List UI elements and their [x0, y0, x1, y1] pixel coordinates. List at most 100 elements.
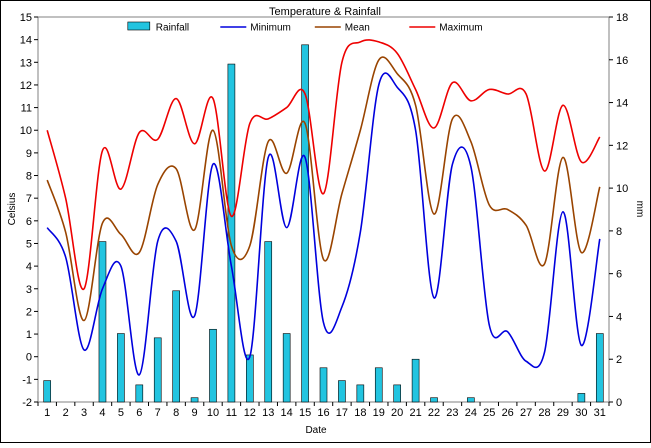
- x-tick-label: 14: [281, 407, 293, 419]
- x-tick-label: 3: [81, 407, 87, 419]
- rainfall-bar-31: [595, 333, 604, 403]
- left-tick-label: 1: [26, 329, 32, 341]
- rainfall-bar-18: [356, 384, 365, 403]
- rainfall-bar-9: [190, 397, 199, 403]
- plot-area: [37, 16, 610, 403]
- left-tick-label: 3: [26, 284, 32, 296]
- rainfall-bar-1: [43, 380, 52, 403]
- minimum-line: [46, 72, 601, 376]
- left-tick-label: 13: [20, 57, 32, 69]
- x-tick-label: 20: [391, 407, 403, 419]
- x-tick-label: 5: [118, 407, 124, 419]
- rainfall-bar-30: [577, 393, 586, 403]
- x-tick-label: 17: [336, 407, 348, 419]
- legend: Rainfall Minimum Mean Maximum: [127, 21, 483, 34]
- rainfall-bar-4: [98, 241, 107, 403]
- maximum-line: [46, 39, 601, 290]
- right-tick-label: 8: [616, 226, 622, 238]
- right-tick-label: 6: [616, 269, 622, 281]
- legend-swatch-rainfall: [127, 21, 151, 31]
- x-tick-label: 26: [502, 407, 514, 419]
- x-tick-label: 28: [538, 407, 550, 419]
- chart-title: Temperature & Rainfall: [269, 6, 381, 18]
- right-axis-ticks: 0 2 4 6 8 10 12 14 16 18: [609, 12, 628, 409]
- rainfall-bar-12: [246, 354, 254, 403]
- right-tick-label: 2: [616, 354, 622, 366]
- right-tick-label: 18: [616, 12, 628, 24]
- right-tick-label: 12: [616, 140, 628, 152]
- rainfall-bar-16: [319, 367, 328, 403]
- x-tick-label: 23: [446, 407, 458, 419]
- rainfall-bar-15: [301, 44, 309, 403]
- left-tick-label: 15: [20, 12, 32, 24]
- left-tick-label: 6: [26, 216, 32, 228]
- x-tick-label: 21: [409, 407, 421, 419]
- left-tick-label: -2: [22, 397, 32, 409]
- left-tick-label: 4: [26, 261, 32, 273]
- x-tick-label: 12: [244, 407, 256, 419]
- left-tick-label: 5: [26, 238, 32, 250]
- legend-label-mean: Mean: [345, 23, 370, 34]
- x-tick-label: 6: [136, 407, 142, 419]
- legend-label-minimum: Minimum: [250, 23, 291, 34]
- left-tick-label: 0: [26, 352, 32, 364]
- left-axis-title: Celsius: [7, 193, 18, 226]
- left-tick-label: 2: [26, 306, 32, 318]
- rainfall-bar-24: [467, 397, 475, 403]
- left-tick-label: 10: [20, 125, 32, 137]
- x-tick-label: 27: [520, 407, 532, 419]
- left-tick-label: 11: [21, 103, 32, 115]
- rainfall-bar-5: [117, 333, 125, 403]
- x-tick-label: 2: [63, 407, 69, 419]
- rainfall-bars: [43, 44, 604, 403]
- legend-label-rainfall: Rainfall: [156, 23, 189, 34]
- left-tick-label: 8: [26, 171, 32, 183]
- x-tick-label: 19: [373, 407, 385, 419]
- x-tick-label: 15: [299, 407, 311, 419]
- x-tick-label: 4: [99, 407, 105, 419]
- x-axis-ticks: 1 2 3 4 5 6 7 8 9 10 11 12 13 14 15 16 17 18 19 20 21 22 23 24 2…: [37, 402, 610, 419]
- right-tick-label: 4: [616, 311, 622, 323]
- left-tick-label: 9: [26, 148, 32, 160]
- x-tick-label: 1: [44, 407, 50, 419]
- rainfall-bar-14: [282, 333, 291, 403]
- rainfall-bar-20: [393, 384, 401, 403]
- rainfall-bar-17: [338, 380, 346, 403]
- right-tick-label: 0: [616, 397, 622, 409]
- x-tick-label: 7: [155, 407, 161, 419]
- left-tick-label: -1: [22, 374, 32, 386]
- x-axis-title: Date: [305, 425, 327, 436]
- left-tick-label: 14: [20, 35, 32, 47]
- x-tick-label: 18: [354, 407, 366, 419]
- right-tick-label: 14: [616, 98, 628, 110]
- x-tick-label: 24: [465, 407, 477, 419]
- left-tick-label: 12: [20, 80, 32, 92]
- rainfall-bar-21: [411, 358, 420, 403]
- x-tick-label: 10: [207, 407, 219, 419]
- x-tick-label: 9: [192, 407, 198, 419]
- x-tick-label: 22: [428, 407, 440, 419]
- right-tick-label: 16: [616, 55, 628, 67]
- temperature-lines: [46, 39, 601, 376]
- right-axis-title: mm: [634, 201, 645, 218]
- x-tick-label: 8: [173, 407, 179, 419]
- rainfall-bar-8: [172, 290, 180, 403]
- right-tick-label: 10: [616, 183, 628, 195]
- rainfall-bar-22: [430, 397, 438, 403]
- rainfall-bar-10: [209, 328, 217, 403]
- legend-label-maximum: Maximum: [439, 23, 482, 34]
- x-tick-label: 30: [575, 407, 587, 419]
- mean-line: [46, 56, 601, 322]
- x-tick-label: 13: [262, 407, 274, 419]
- x-tick-label: 31: [594, 407, 606, 419]
- x-tick-label: 16: [317, 407, 329, 419]
- x-tick-label: 11: [226, 407, 237, 419]
- x-tick-label: 29: [557, 407, 569, 419]
- x-tick-label: 25: [483, 407, 495, 419]
- rainfall-bar-19: [374, 367, 383, 403]
- rainfall-bar-11: [227, 63, 236, 403]
- rainfall-bar-7: [153, 337, 162, 403]
- rainfall-bar-6: [135, 384, 144, 403]
